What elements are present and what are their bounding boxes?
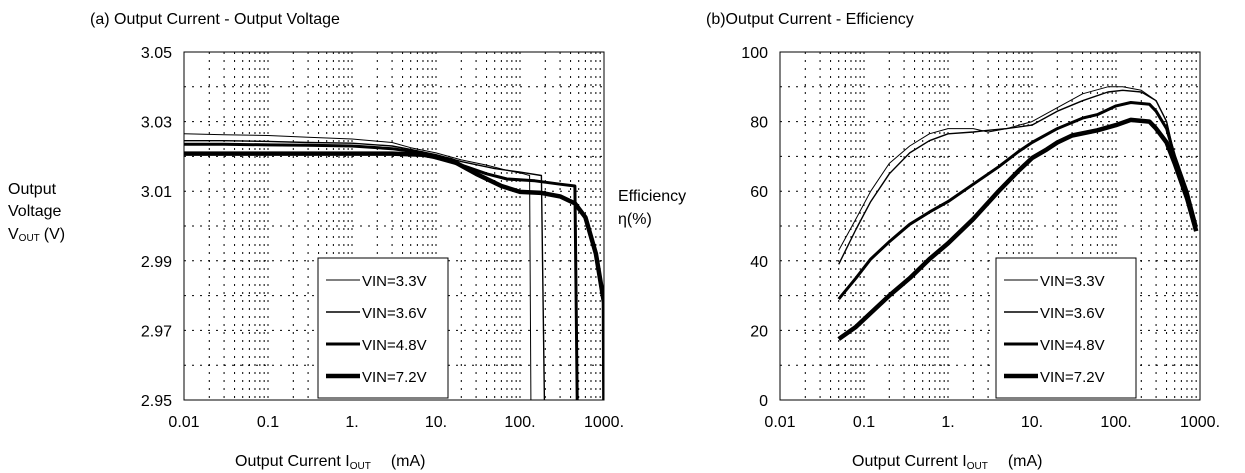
series-line-4: [184, 151, 604, 400]
series-line-4: [837, 117, 1199, 341]
chart-a-plot-frame: [183, 51, 605, 401]
chart-b-xlabel: Output Current IOUT (mA): [852, 453, 1042, 472]
legend-label: VIN=3.3V: [1040, 273, 1105, 290]
y-tick-label: 3.03: [141, 115, 172, 132]
series-line-1: [184, 133, 532, 400]
legend-label: VIN=4.8V: [1040, 337, 1105, 354]
x-tick-label: 1.: [941, 414, 954, 431]
x-tick-label: 10.: [1021, 414, 1043, 431]
legend-label: VIN=3.6V: [362, 305, 427, 322]
chart-a-ylabel-var: V: [8, 226, 19, 243]
chart-output-voltage: (a) Output Current - Output Voltage 0.01…: [8, 11, 624, 472]
x-tick-label: 100.: [504, 414, 535, 431]
x-tick-label: 0.1: [257, 414, 279, 431]
chart-b-title: (b)Output Current - Efficiency: [706, 11, 914, 28]
legend-label: VIN=3.3V: [362, 273, 427, 290]
x-tick-label: 0.1: [853, 414, 875, 431]
chart-b-xlabel-unit: (mA): [1008, 453, 1043, 470]
chart-b-series: [837, 86, 1199, 341]
y-tick-label: 3.01: [141, 184, 172, 201]
y-tick-label: 2.99: [141, 254, 172, 271]
chart-a-ylabel-line1: Output: [8, 181, 57, 198]
chart-b-ylabel-line2: η(%): [618, 211, 652, 228]
series-line-3: [837, 101, 1198, 301]
x-tick-label: 1.: [345, 414, 358, 431]
chart-a-xlabel: Output Current IOUT (mA): [235, 453, 425, 472]
chart-a-legend: VIN=3.3V VIN=3.6V VIN=4.8V VIN=7.2V: [317, 257, 449, 399]
y-tick-label: 40: [750, 254, 768, 271]
chart-a-ylabel-line2: Voltage: [8, 203, 61, 220]
chart-a-series: [184, 133, 604, 400]
legend-label: VIN=7.2V: [362, 369, 427, 386]
x-tick-label: 0.01: [764, 414, 795, 431]
chart-a-ylabel-unit: (V): [44, 226, 65, 243]
y-tick-label: 2.95: [141, 393, 172, 410]
x-tick-label: 100.: [1100, 414, 1131, 431]
chart-b-xlabel-main: Output Current I: [852, 453, 967, 470]
chart-efficiency: (b)Output Current - Efficiency 0.01 0.1 1.…: [618, 11, 1220, 472]
y-tick-label: 100: [741, 45, 768, 62]
legend-label: VIN=4.8V: [362, 337, 427, 354]
x-tick-label: 1000.: [1180, 414, 1220, 431]
chart-b-tick-labels: 0.01 0.1 1. 10. 100. 1000. 0 20 40 60 80 100: [741, 45, 1220, 431]
series-line-2: [184, 140, 546, 400]
y-tick-label: 2.97: [141, 323, 172, 340]
chart-a-ylabel-sub: OUT: [19, 233, 40, 244]
chart-a-title: (a) Output Current - Output Voltage: [90, 11, 340, 28]
y-tick-label: 60: [750, 184, 768, 201]
x-tick-label: 0.01: [168, 414, 199, 431]
x-tick-label: 1000.: [584, 414, 624, 431]
chart-b-ylabel-line1: Efficiency: [618, 188, 686, 205]
x-tick-label: 10.: [425, 414, 447, 431]
series-line-2: [838, 89, 1197, 265]
y-tick-label: 80: [750, 115, 768, 132]
legend-label: VIN=7.2V: [1040, 369, 1105, 386]
chart-a-xlabel-main: Output Current I: [235, 453, 350, 470]
chart-b-legend: VIN=3.3V VIN=3.6V VIN=4.8V VIN=7.2V: [995, 257, 1137, 399]
chart-a-xlabel-unit: (mA): [391, 453, 426, 470]
legend-label: VIN=3.6V: [1040, 305, 1105, 322]
y-tick-label: 3.05: [141, 45, 172, 62]
y-tick-label: 0: [759, 393, 768, 410]
chart-b-xlabel-sub: OUT: [967, 461, 988, 472]
chart-b-grid: [780, 52, 1200, 400]
chart-a-tick-labels: 0.01 0.1 1. 10. 100. 1000. 2.95 2.97 2.99 3.01 3.0…: [141, 45, 624, 431]
y-tick-label: 20: [750, 323, 768, 340]
chart-a-ylabel-line3: VOUT (V): [8, 226, 65, 244]
chart-b-plot-frame: [779, 51, 1201, 401]
chart-a-xlabel-sub: OUT: [350, 461, 371, 472]
